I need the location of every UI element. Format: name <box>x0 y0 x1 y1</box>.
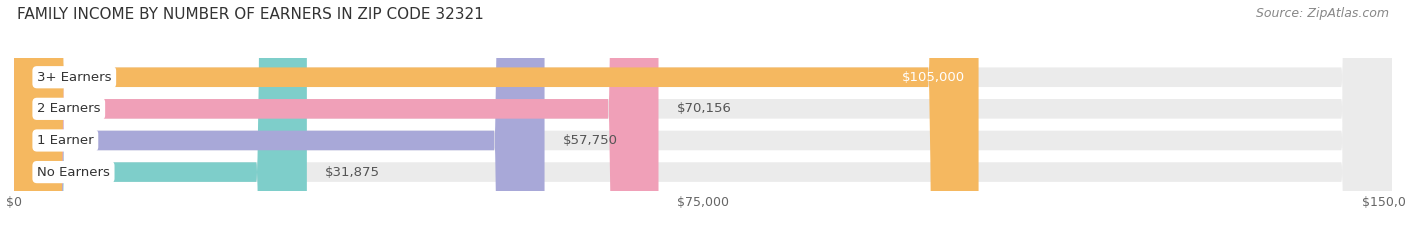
Text: 3+ Earners: 3+ Earners <box>37 71 111 84</box>
FancyBboxPatch shape <box>14 0 1392 233</box>
Text: $57,750: $57,750 <box>562 134 617 147</box>
FancyBboxPatch shape <box>14 0 658 233</box>
Text: $31,875: $31,875 <box>325 166 380 178</box>
FancyBboxPatch shape <box>14 0 307 233</box>
Text: 1 Earner: 1 Earner <box>37 134 94 147</box>
FancyBboxPatch shape <box>14 0 1392 233</box>
FancyBboxPatch shape <box>14 0 1392 233</box>
Text: No Earners: No Earners <box>37 166 110 178</box>
FancyBboxPatch shape <box>14 0 544 233</box>
Text: FAMILY INCOME BY NUMBER OF EARNERS IN ZIP CODE 32321: FAMILY INCOME BY NUMBER OF EARNERS IN ZI… <box>17 7 484 22</box>
FancyBboxPatch shape <box>14 0 1392 233</box>
Text: 2 Earners: 2 Earners <box>37 102 100 115</box>
Text: Source: ZipAtlas.com: Source: ZipAtlas.com <box>1256 7 1389 20</box>
FancyBboxPatch shape <box>14 0 979 233</box>
Text: $70,156: $70,156 <box>676 102 731 115</box>
Text: $105,000: $105,000 <box>901 71 965 84</box>
